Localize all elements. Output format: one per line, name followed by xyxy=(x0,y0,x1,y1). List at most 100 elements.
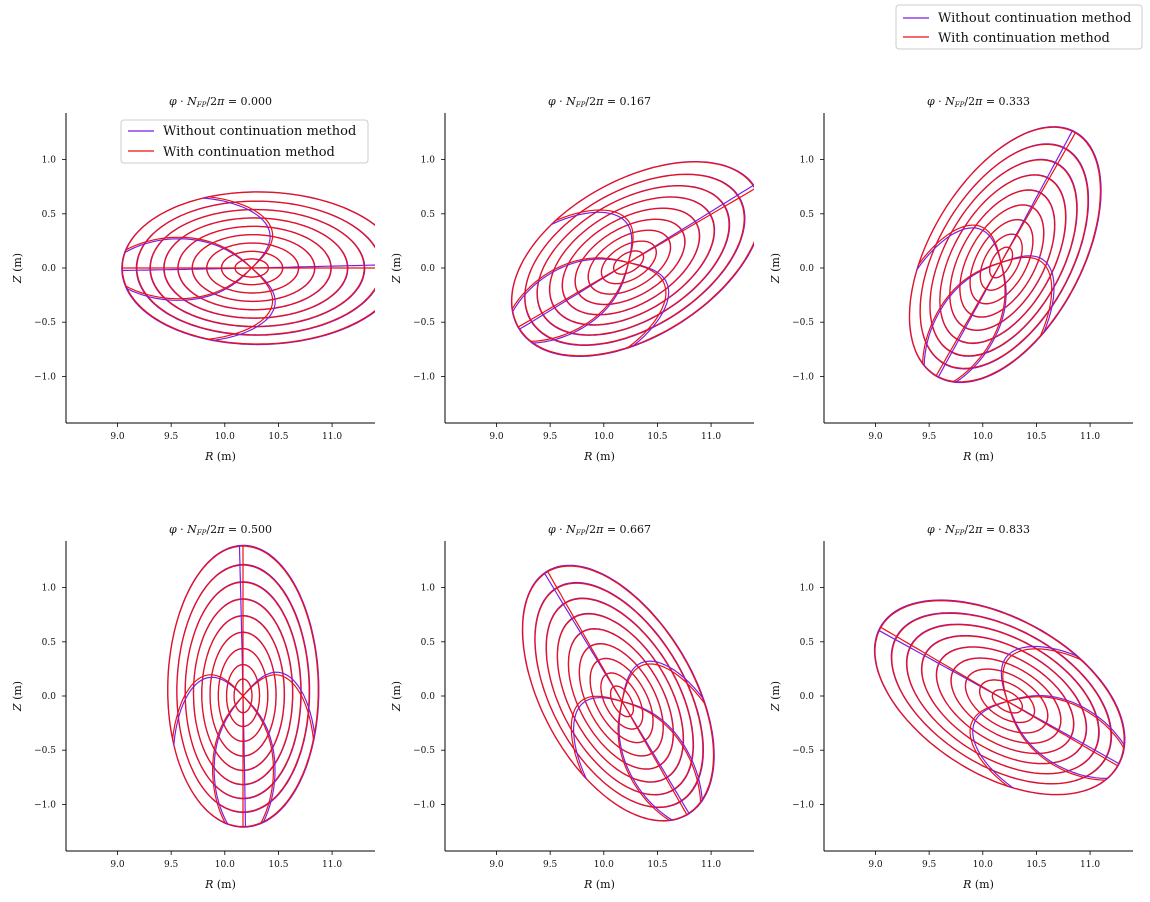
plot-area-0 xyxy=(121,191,375,346)
theta-line-with-0-1 xyxy=(207,196,274,269)
figure-legend: Without continuation method With continu… xyxy=(895,4,1143,50)
xtick-label-4-4: 11.0 xyxy=(701,860,721,870)
xtick-label-5-1: 9.5 xyxy=(922,860,937,870)
ytick-label-5-3: −0.5 xyxy=(792,746,814,756)
xlabel-4: R (m) xyxy=(583,878,615,891)
theta-line-without-5-5 xyxy=(1000,645,1078,702)
panel-0: 9.0 9.5 10.0 10.5 11.0 1.0 0.5 0.0 −0.5 −1.0 R (m)… xyxy=(11,95,375,463)
theta-line-with-4-4 xyxy=(621,700,702,803)
theta-line-with-2-5 xyxy=(1000,256,1053,337)
theta-line-with-5-0 xyxy=(879,626,1008,702)
xtick-label-1-2: 10.0 xyxy=(594,432,614,442)
xtick-label-5-3: 10.5 xyxy=(1026,860,1046,870)
surface-without-4-1 xyxy=(534,581,704,809)
theta-line-with-4-1 xyxy=(570,695,623,776)
theta-line-with-1-3 xyxy=(517,262,629,328)
ytick-label-4-3: −0.5 xyxy=(413,746,435,756)
theta-line-without-1-5 xyxy=(628,262,670,348)
ytick-label-1-1: 0.5 xyxy=(421,210,436,220)
ylabel-5: Z (m) xyxy=(769,681,782,712)
xlabel-5: R (m) xyxy=(962,878,994,891)
theta-line-without-3-4 xyxy=(242,695,276,823)
xtick-label-2-0: 9.0 xyxy=(868,432,883,442)
panel-3: 9.0 9.5 10.0 10.5 11.0 1.0 0.5 0.0 −0.5 −1.0 R (m)… xyxy=(11,523,375,891)
xtick-label-1-3: 10.5 xyxy=(647,432,667,442)
theta-line-with-4-2 xyxy=(617,701,671,822)
xtick-label-3-0: 9.0 xyxy=(110,860,125,870)
theta-line-without-5-2 xyxy=(1006,701,1108,779)
theta-line-without-4-1 xyxy=(572,697,623,780)
ytick-label-4-2: 0.0 xyxy=(421,692,436,702)
theta-line-without-0-5 xyxy=(212,267,276,342)
theta-line-with-2-3 xyxy=(935,262,1002,377)
plot-area-4 xyxy=(521,564,715,822)
xtick-label-0-4: 11.0 xyxy=(322,432,342,442)
surface-without-1-0 xyxy=(510,161,754,357)
panel-5: 9.0 9.5 10.0 10.5 11.0 1.0 0.5 0.0 −0.5 −1.0 R (m)… xyxy=(769,523,1133,891)
ylabel-4: Z (m) xyxy=(390,681,403,712)
ytick-label-2-2: 0.0 xyxy=(800,264,815,274)
theta-line-with-5-1 xyxy=(969,700,1009,788)
theta-line-without-1-2 xyxy=(511,258,629,313)
theta-line-with-3-5 xyxy=(242,674,315,741)
theta-line-with-3-4 xyxy=(242,695,274,824)
xtick-label-5-2: 10.0 xyxy=(973,860,993,870)
xtick-label-1-1: 9.5 xyxy=(543,432,558,442)
xtick-label-5-0: 9.0 xyxy=(868,860,883,870)
theta-line-with-2-4 xyxy=(952,262,1006,383)
xtick-label-5-4: 11.0 xyxy=(1080,860,1100,870)
theta-line-without-2-1 xyxy=(916,227,1002,271)
theta-line-with-3-1 xyxy=(171,674,244,741)
theta-line-with-2-2 xyxy=(921,262,1002,365)
theta-line-with-1-2 xyxy=(511,257,629,310)
panel-title-5: φ · NFP/2π = 0.833 xyxy=(927,523,1030,537)
ytick-label-2-0: 1.0 xyxy=(800,156,815,166)
ytick-label-0-0: 1.0 xyxy=(42,156,57,166)
theta-line-without-3-2 xyxy=(213,695,244,825)
xtick-label-3-3: 10.5 xyxy=(268,860,288,870)
xtick-label-0-2: 10.0 xyxy=(215,432,235,442)
xtick-label-4-3: 10.5 xyxy=(647,860,667,870)
ytick-label-5-4: −1.0 xyxy=(792,800,814,810)
ytick-label-3-4: −1.0 xyxy=(34,800,56,810)
ylabel-0: Z (m) xyxy=(11,253,24,284)
theta-line-with-4-0 xyxy=(546,570,623,702)
figure-legend-frame xyxy=(895,4,1143,50)
ytick-label-2-1: 0.5 xyxy=(800,210,815,220)
plot-area-3 xyxy=(167,544,320,828)
theta-line-without-3-5 xyxy=(242,671,316,736)
theta-line-with-4-5 xyxy=(621,663,706,705)
ytick-label-5-0: 1.0 xyxy=(800,584,815,594)
ytick-label-0-3: −0.5 xyxy=(34,318,56,328)
xtick-label-0-0: 9.0 xyxy=(110,432,125,442)
theta-line-with-4-3 xyxy=(621,701,688,816)
ytick-label-5-1: 0.5 xyxy=(800,638,815,648)
xlabel-2: R (m) xyxy=(962,450,994,463)
theta-line-without-4-5 xyxy=(621,660,705,702)
theta-line-without-3-1 xyxy=(173,676,244,745)
ytick-label-2-4: −1.0 xyxy=(792,372,814,382)
theta-line-with-0-2 xyxy=(125,236,253,269)
panel-2: 9.0 9.5 10.0 10.5 11.0 1.0 0.5 0.0 −0.5 −1.0 R (m)… xyxy=(769,95,1133,463)
panel-legend-label-with-0: With continuation method xyxy=(163,145,335,160)
figure-legend-label-with: With continuation method xyxy=(938,31,1110,46)
panel-legend-label-without-0: Without continuation method xyxy=(163,124,356,139)
ytick-label-1-0: 1.0 xyxy=(421,156,436,166)
ytick-label-2-3: −0.5 xyxy=(792,318,814,328)
theta-line-with-1-0 xyxy=(628,188,754,264)
theta-line-without-5-1 xyxy=(972,700,1014,789)
theta-line-without-4-2 xyxy=(618,701,673,821)
xlabel-0: R (m) xyxy=(204,450,236,463)
plot-area-1 xyxy=(510,161,754,357)
panel-title-3: φ · NFP/2π = 0.500 xyxy=(169,523,272,537)
theta-line-without-2-2 xyxy=(923,262,1002,366)
xtick-label-4-2: 10.0 xyxy=(594,860,614,870)
xtick-label-0-1: 9.5 xyxy=(164,432,179,442)
theta-line-with-2-0 xyxy=(1000,131,1077,263)
surface-without-1-1 xyxy=(524,173,746,346)
theta-line-without-2-4 xyxy=(955,262,1007,383)
theta-line-with-5-2 xyxy=(1006,701,1106,781)
theta-line-with-0-5 xyxy=(207,267,274,340)
panel-title-1: φ · NFP/2π = 0.167 xyxy=(548,95,651,109)
ytick-label-3-3: −0.5 xyxy=(34,746,56,756)
